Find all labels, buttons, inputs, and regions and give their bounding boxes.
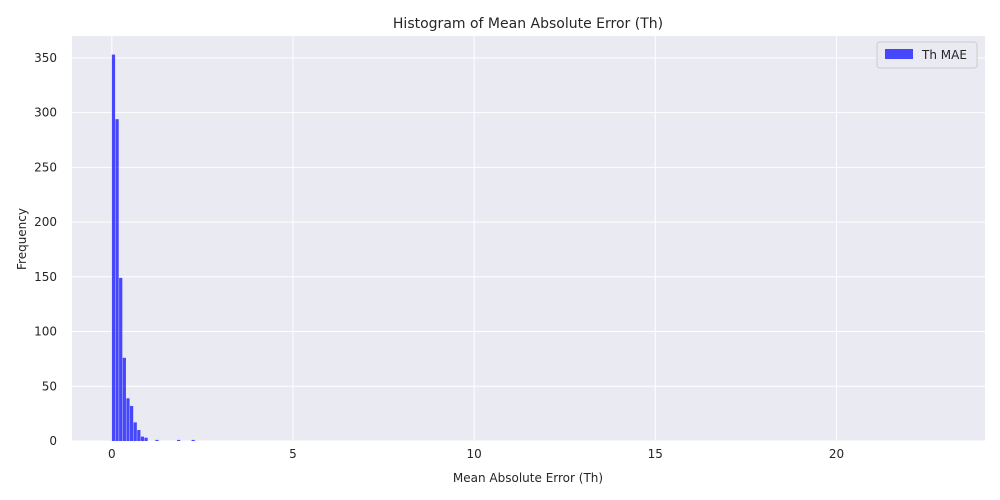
x-tick-label: 5 — [289, 447, 297, 461]
histogram-bar — [119, 277, 123, 441]
y-axis-ticks: 0 50 100 150 200 250 300 350 — [34, 51, 57, 448]
legend-box — [876, 41, 978, 69]
x-tick-label: 15 — [648, 447, 663, 461]
legend-swatch — [885, 49, 913, 59]
gridlines — [72, 36, 985, 442]
y-tick-label: 350 — [34, 51, 57, 65]
y-tick-label: 50 — [42, 379, 57, 393]
x-axis-ticks: 0 5 10 15 20 — [108, 447, 844, 461]
legend-label: Th MAE — [921, 48, 967, 62]
histogram-bar — [137, 430, 141, 441]
histogram-bar — [126, 398, 130, 441]
histogram-bar — [115, 119, 119, 442]
histogram-bars — [111, 54, 195, 442]
plot-background — [72, 36, 985, 441]
histogram-bar — [122, 357, 126, 441]
y-tick-label: 200 — [34, 215, 57, 229]
y-axis-label: Frequency — [15, 208, 29, 270]
histogram-bar — [155, 439, 159, 441]
histogram-bar — [177, 439, 181, 441]
histogram-bar — [140, 436, 145, 441]
y-tick-label: 150 — [34, 270, 57, 284]
y-tick-label: 0 — [49, 434, 57, 448]
x-tick-label: 10 — [467, 447, 482, 461]
histogram-bar — [191, 439, 195, 441]
histogram-bar — [144, 437, 148, 441]
histogram-bar — [129, 405, 134, 441]
histogram-bar — [133, 422, 137, 441]
x-tick-label: 0 — [108, 447, 116, 461]
x-tick-label: 20 — [829, 447, 844, 461]
x-axis-label: Mean Absolute Error (Th) — [453, 471, 603, 485]
chart-title: Histogram of Mean Absolute Error (Th) — [393, 16, 663, 32]
legend: Th MAE — [876, 41, 978, 69]
y-tick-label: 100 — [34, 325, 57, 339]
histogram-bar — [111, 54, 116, 442]
y-tick-label: 250 — [34, 160, 57, 174]
y-tick-label: 300 — [34, 106, 57, 120]
